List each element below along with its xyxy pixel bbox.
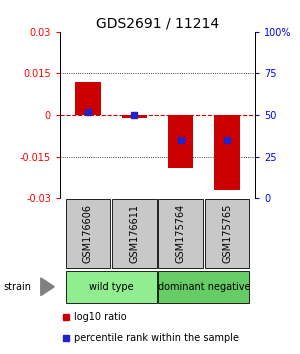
Title: GDS2691 / 11214: GDS2691 / 11214	[96, 17, 219, 31]
Text: GSM176611: GSM176611	[129, 204, 139, 263]
Text: log10 ratio: log10 ratio	[74, 312, 126, 322]
Bar	[75, 82, 100, 115]
Text: strain: strain	[3, 282, 31, 292]
Text: percentile rank within the sample: percentile rank within the sample	[74, 332, 239, 343]
Bar	[66, 199, 110, 268]
Text: wild type: wild type	[89, 282, 134, 292]
Bar	[168, 115, 194, 168]
Bar	[66, 271, 157, 303]
Text: GSM175764: GSM175764	[176, 204, 186, 263]
Bar	[205, 199, 249, 268]
Bar	[158, 199, 203, 268]
Polygon shape	[41, 278, 54, 296]
Bar	[112, 199, 157, 268]
Bar	[214, 115, 240, 190]
Text: GSM176606: GSM176606	[83, 204, 93, 263]
Text: GSM175765: GSM175765	[222, 204, 232, 263]
Text: dominant negative: dominant negative	[158, 282, 250, 292]
Bar	[122, 115, 147, 118]
Bar	[158, 271, 249, 303]
